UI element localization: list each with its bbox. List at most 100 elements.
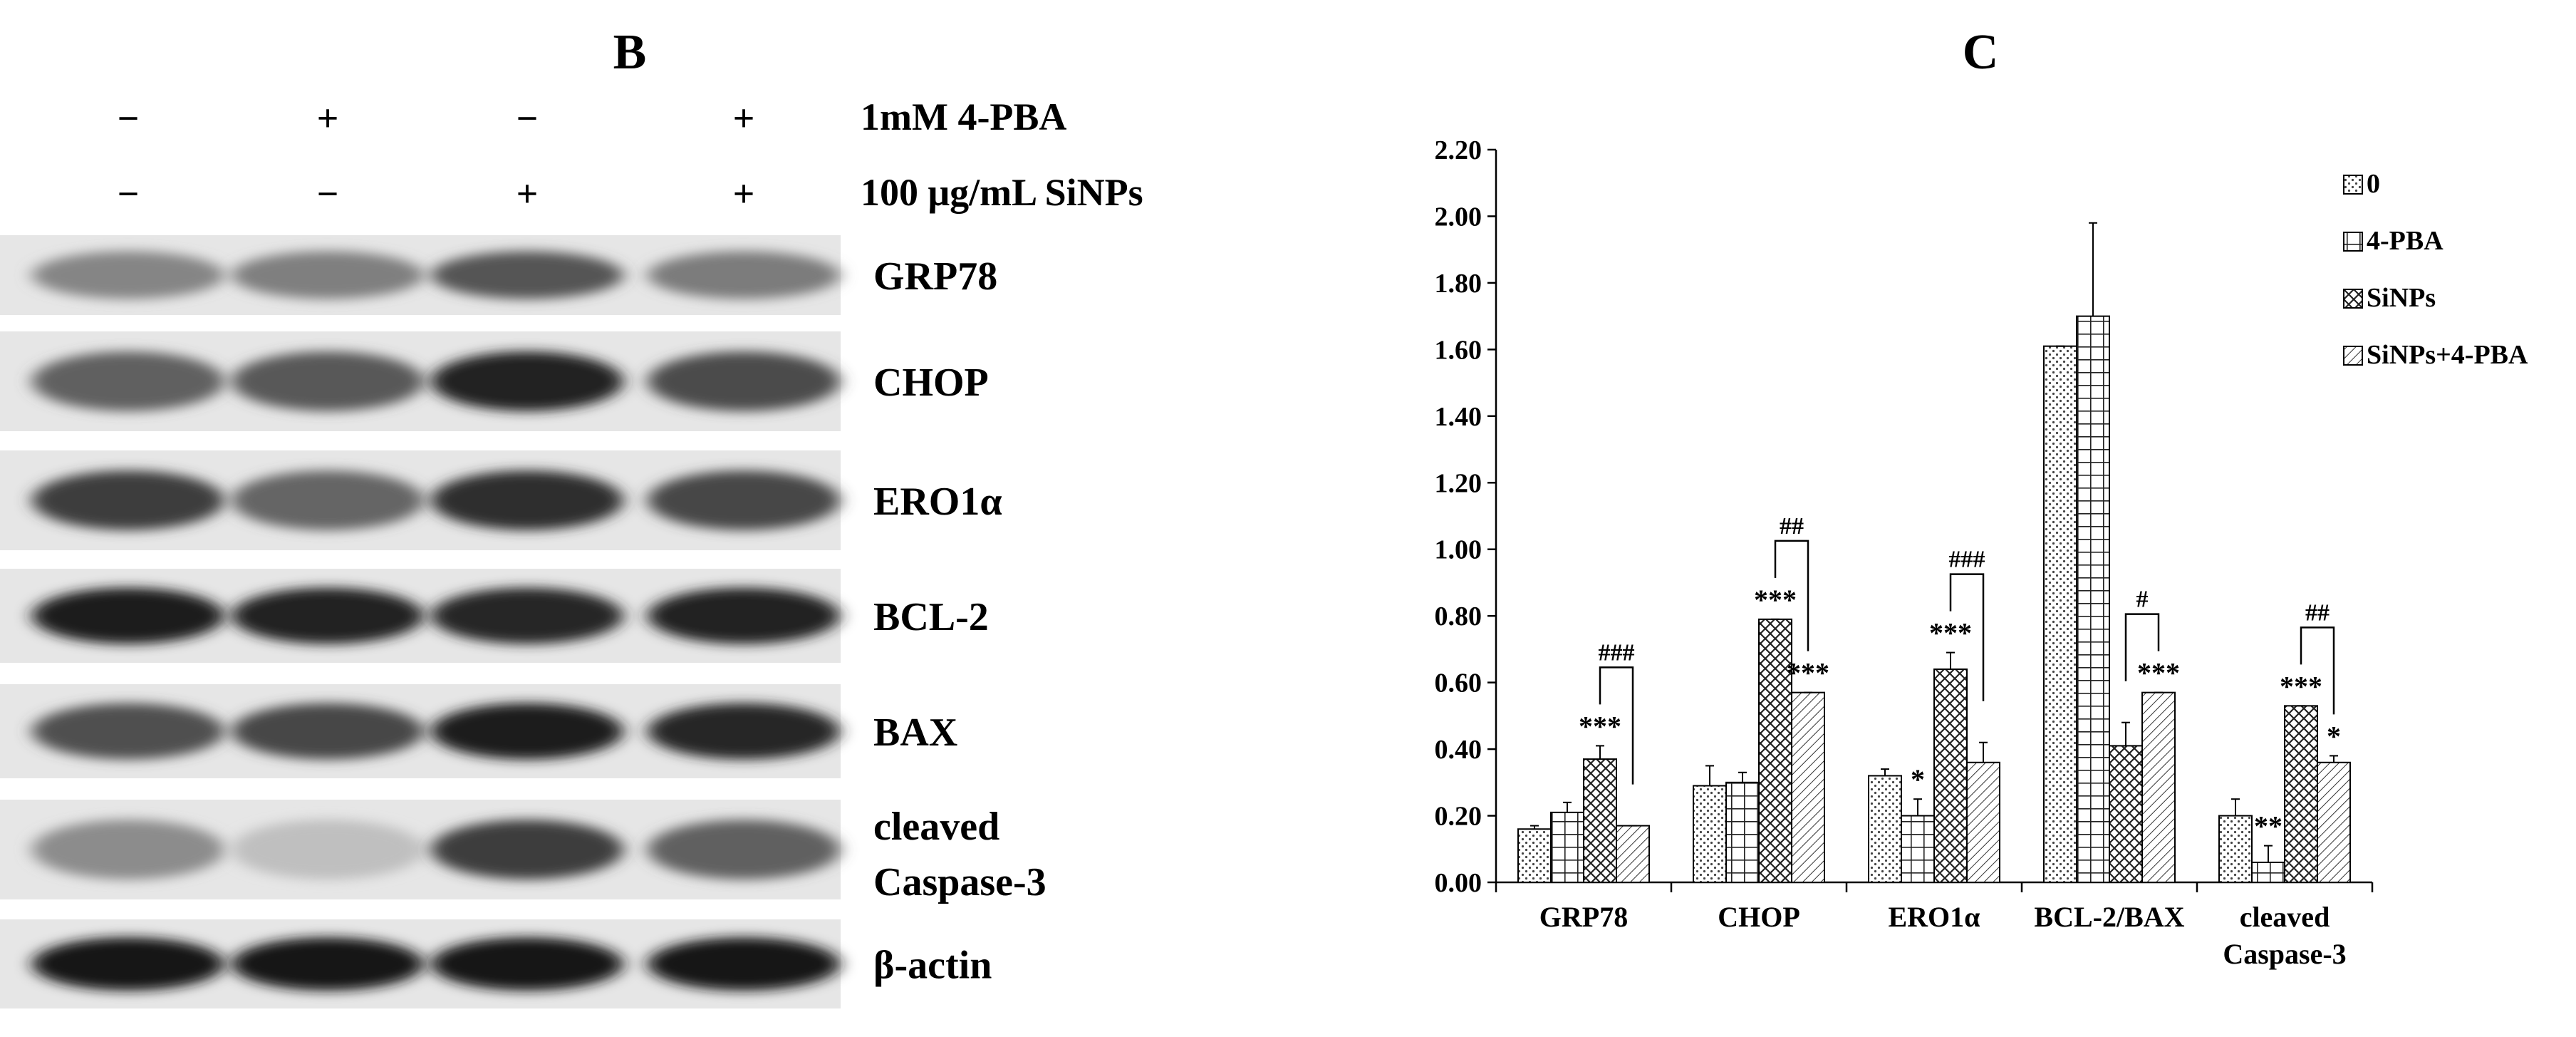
bar	[2218, 815, 2253, 883]
y-tick-label: 0.40	[1435, 735, 1482, 765]
sign-sinps-3: +	[516, 172, 539, 215]
blot-label: BCL-2	[873, 595, 989, 639]
comparison-bracket	[1599, 666, 1634, 785]
bar	[1966, 761, 2000, 884]
significance-mark: ***	[1754, 584, 1797, 616]
sign-pba-3: −	[516, 97, 539, 140]
comparison-bracket	[1949, 573, 1985, 701]
blot-strip	[0, 919, 841, 1008]
bar	[1933, 668, 1968, 883]
legend-swatch	[2343, 175, 2363, 195]
bracket-label: ###	[1949, 547, 1985, 573]
bar	[2317, 761, 2351, 884]
blot-label: cleaved	[873, 805, 999, 849]
significance-mark: ***	[1787, 657, 1829, 689]
bar	[2076, 315, 2110, 883]
sign-sinps-2: −	[317, 172, 339, 215]
bar	[1725, 781, 1760, 884]
sign-sinps-1: −	[118, 172, 140, 215]
blot-band	[32, 470, 224, 530]
blot-band	[431, 587, 623, 644]
x-tick-label: BCL-2/BAX	[2034, 901, 2184, 933]
blot-band	[32, 251, 224, 299]
bar	[1550, 811, 1584, 883]
legend-swatch	[2343, 346, 2363, 366]
blot-band	[648, 703, 840, 760]
y-tick-label: 0.20	[1435, 802, 1482, 832]
blot-label: Caspase-3	[873, 860, 1046, 904]
treatment-label-pba: 1mM 4-PBA	[861, 96, 1066, 138]
significance-mark: ***	[2280, 670, 2322, 702]
blot-band	[232, 251, 424, 299]
significance-mark: ***	[1929, 617, 1972, 649]
bar	[1791, 691, 1825, 883]
blot-strip	[0, 684, 841, 778]
x-tick-label: Caspase-3	[2223, 938, 2346, 970]
bar	[2109, 745, 2143, 884]
treatment-sign-rows: − + − + 1mM 4-PBA − − + + 100 μg/mL SiNP…	[118, 96, 1143, 215]
y-tick-label: 1.40	[1435, 402, 1482, 432]
blot-band	[431, 251, 623, 299]
bar	[1901, 815, 1935, 883]
blot-band	[648, 470, 840, 530]
panel-c-letter: C	[1963, 25, 1999, 80]
y-tick-label: 0.80	[1435, 602, 1482, 631]
sign-pba-4: +	[733, 97, 755, 140]
y-tick-label: 1.20	[1435, 468, 1482, 498]
bar	[1616, 825, 1650, 883]
blot-band	[232, 470, 424, 530]
blot-band	[32, 587, 224, 644]
y-tick-label: 2.00	[1435, 202, 1482, 232]
bracket-label: ##	[2305, 599, 2330, 626]
sign-pba-1: −	[118, 97, 140, 140]
blot-strip	[0, 235, 841, 315]
blot-label: GRP78	[873, 254, 997, 299]
blot-strip	[0, 450, 841, 550]
blot-band	[232, 820, 424, 879]
blot-band	[648, 820, 840, 879]
significance-mark: ***	[1579, 710, 1621, 742]
bar	[2284, 705, 2318, 883]
bar	[1693, 785, 1727, 884]
sign-sinps-4: +	[733, 172, 755, 215]
comparison-bracket	[1774, 540, 1809, 651]
significance-mark: ***	[2137, 657, 2180, 689]
blot-band	[32, 937, 224, 991]
bar	[2141, 691, 2176, 883]
x-tick-label: cleaved	[2240, 901, 2330, 933]
y-tick-label: 1.60	[1435, 335, 1482, 365]
blot-band	[431, 820, 623, 879]
blot-band	[232, 703, 424, 760]
bracket-label: ##	[1780, 513, 1804, 540]
bracket-label: #	[2136, 587, 2149, 613]
y-tick-label: 1.80	[1435, 269, 1482, 299]
bracket-label: ###	[1599, 639, 1635, 666]
y-tick-label: 1.00	[1435, 535, 1482, 565]
blot-band	[431, 470, 623, 530]
legend-label: SiNPs	[2367, 283, 2436, 313]
blot-band	[648, 937, 840, 991]
comparison-bracket	[2124, 613, 2160, 681]
blot-band	[648, 251, 840, 299]
blot-band	[32, 820, 224, 879]
y-tick-label: 0.00	[1435, 868, 1482, 898]
blot-band	[648, 587, 840, 644]
x-tick-label: GRP78	[1539, 901, 1628, 933]
y-tick-label: 0.60	[1435, 669, 1482, 698]
blot-band	[648, 351, 840, 411]
bar	[1758, 618, 1792, 883]
blot-label: ERO1α	[873, 480, 1002, 524]
blot-band	[431, 351, 623, 411]
legend-label: SiNPs+4-PBA	[2367, 340, 2528, 370]
blot-band	[232, 587, 424, 644]
blot-strip	[0, 569, 841, 663]
bar	[2251, 861, 2285, 883]
blot-label: β-actin	[873, 944, 992, 988]
significance-mark: *	[1911, 763, 1925, 795]
x-tick-label: CHOP	[1718, 901, 1800, 933]
legend-label: 0	[2367, 169, 2380, 199]
blot-strip	[0, 800, 841, 899]
x-tick-label: ERO1α	[1888, 901, 1980, 933]
bar	[2043, 345, 2077, 883]
bar	[1583, 758, 1617, 884]
